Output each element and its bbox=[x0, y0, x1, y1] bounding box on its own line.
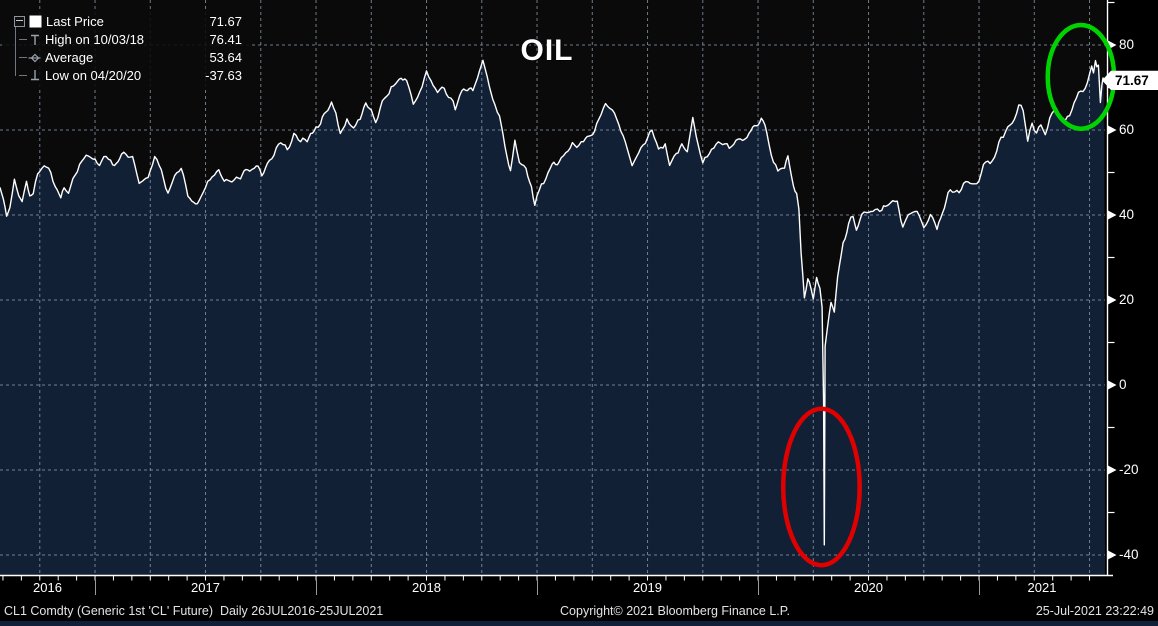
legend-item-label: Last Price bbox=[46, 13, 104, 29]
legend-tree-stub bbox=[19, 74, 27, 76]
legend-tree-stub bbox=[19, 38, 27, 40]
status-bar: CL1 Comdty (Generic 1st 'CL' Future) Dai… bbox=[0, 601, 1158, 621]
x-axis-year-label: 2018 bbox=[412, 580, 441, 595]
legend-item-last-price[interactable]: Last Price 71.67 bbox=[6, 12, 244, 30]
y-axis-label: 20 bbox=[1119, 292, 1135, 307]
x-axis-year-label: 2017 bbox=[191, 580, 220, 595]
legend-tree-line bbox=[15, 24, 16, 76]
legend-item-high-on-10-03-18[interactable]: High on 10/03/18 76.41 bbox=[6, 30, 244, 48]
legend-item-low-on-04-20-20[interactable]: Low on 04/20/20 -37.63 bbox=[6, 66, 244, 84]
y-axis-label: 60 bbox=[1119, 122, 1135, 137]
y-axis-label: 40 bbox=[1119, 207, 1135, 222]
y-axis-label: -40 bbox=[1119, 547, 1139, 562]
area-fill bbox=[0, 60, 1105, 575]
y-major-tick-arrow bbox=[1108, 465, 1117, 475]
price-chart[interactable] bbox=[0, 0, 1158, 600]
x-axis-year-separator bbox=[537, 580, 539, 595]
x-axis-year-separator bbox=[979, 580, 981, 595]
last-price-axis-badge: 71.67 bbox=[1102, 70, 1158, 91]
legend-item-label: Average bbox=[45, 49, 94, 65]
legend-tree-stub bbox=[19, 56, 27, 58]
chart-title: OIL bbox=[520, 34, 574, 67]
y-axis-label: 80 bbox=[1119, 37, 1135, 52]
x-axis-year-label: 2021 bbox=[1027, 580, 1057, 595]
chart-legend: Last Price 71.67 High on 10/03/18 76.41 Aver… bbox=[2, 9, 250, 89]
red-annotation-ellipse bbox=[780, 406, 862, 568]
status-copyright-text: Copyright© 2021 Bloomberg Finance L.P. bbox=[560, 604, 790, 618]
x-axis-year-separator bbox=[95, 580, 97, 595]
status-instrument-text: CL1 Comdty (Generic 1st 'CL' Future) Dai… bbox=[4, 604, 384, 618]
status-timestamp-text: 25-Jul-2021 23:22:49 bbox=[1035, 604, 1154, 618]
y-major-tick-arrow bbox=[1108, 210, 1117, 220]
legend-item-value: 71.67 bbox=[209, 13, 242, 29]
bottom-strip bbox=[0, 621, 1158, 626]
legend-item-value: -37.63 bbox=[205, 67, 242, 83]
high-marker-icon bbox=[27, 32, 41, 46]
y-major-tick-arrow bbox=[1108, 380, 1117, 390]
x-axis-year-label: 2020 bbox=[854, 580, 883, 595]
x-axis-year-separator bbox=[316, 580, 318, 595]
low-marker-icon bbox=[27, 68, 41, 82]
x-axis-year-label: 2019 bbox=[633, 580, 662, 595]
y-major-tick-arrow bbox=[1108, 125, 1117, 135]
legend-item-label: High on 10/03/18 bbox=[45, 31, 145, 47]
y-axis-label: 0 bbox=[1119, 377, 1127, 392]
y-major-tick-arrow bbox=[1108, 295, 1117, 305]
x-axis-year-label: 2016 bbox=[33, 580, 62, 595]
legend-item-label: Low on 04/20/20 bbox=[45, 67, 142, 83]
y-major-tick-arrow bbox=[1108, 550, 1117, 560]
average-marker-icon bbox=[27, 50, 41, 64]
series-swatch-icon bbox=[28, 14, 42, 28]
y-axis-label: -20 bbox=[1119, 462, 1139, 477]
legend-item-value: 76.41 bbox=[209, 31, 242, 47]
price-line bbox=[0, 59, 1105, 546]
legend-collapse-icon[interactable] bbox=[14, 15, 25, 27]
legend-item-value: 53.64 bbox=[209, 49, 242, 65]
x-axis-year-separator bbox=[758, 580, 760, 595]
legend-item-average[interactable]: Average 53.64 bbox=[6, 48, 244, 66]
